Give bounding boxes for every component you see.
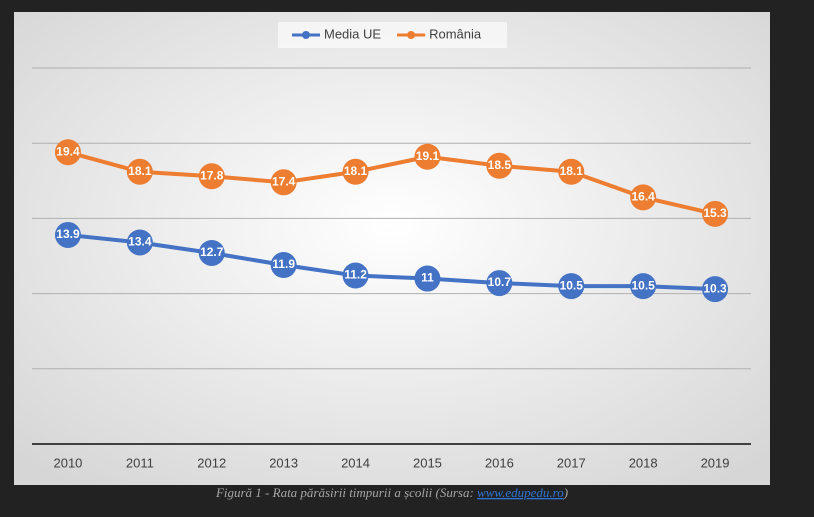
data-label: 10.5	[560, 278, 584, 292]
x-tick-label: 2017	[557, 455, 586, 470]
x-tick-label: 2019	[701, 455, 730, 470]
data-label: 19.4	[56, 144, 80, 158]
x-tick-label: 2015	[413, 455, 442, 470]
data-point	[270, 169, 297, 196]
data-label: 18.1	[128, 164, 152, 178]
data-point	[414, 265, 441, 292]
data-point	[270, 252, 297, 279]
data-label: 11.9	[272, 257, 295, 271]
caption-text: Figură 1 - Rata părăsirii timpurii a șco…	[215, 485, 477, 500]
data-label: 10.3	[703, 281, 727, 295]
data-label: 10.5	[631, 278, 655, 292]
data-label: 10.7	[488, 275, 512, 289]
data-point	[414, 143, 441, 170]
series-line	[67, 232, 716, 292]
data-point	[630, 273, 657, 300]
data-point	[198, 163, 225, 190]
data-label: 16.4	[631, 190, 655, 204]
data-point	[342, 158, 369, 185]
data-label: 19.1	[416, 149, 440, 163]
data-label: 15.3	[703, 206, 727, 220]
data-point	[702, 276, 729, 303]
legend-marker	[407, 31, 416, 39]
data-point	[558, 158, 585, 185]
x-tick-label: 2012	[197, 455, 226, 470]
caption: Figură 1 - Rata părăsirii timpurii a șco…	[215, 485, 568, 500]
x-tick-label: 2011	[126, 455, 154, 470]
legend-label: Media UE	[324, 26, 381, 41]
data-point	[126, 158, 153, 185]
data-point	[54, 221, 81, 248]
legend-label: România	[429, 26, 482, 41]
data-label: 11	[421, 271, 434, 285]
data-label: 13.9	[56, 227, 80, 241]
data-label: 18.1	[344, 164, 368, 178]
caption-link[interactable]: www.edupedu.ro	[477, 485, 564, 500]
x-tick-label: 2010	[53, 455, 82, 470]
data-label: 11.2	[344, 268, 367, 282]
data-point	[126, 229, 153, 256]
data-point	[630, 184, 657, 211]
caption-end: )	[563, 485, 568, 500]
data-point	[486, 270, 513, 297]
data-point	[54, 139, 81, 166]
x-tick-label: 2016	[485, 455, 514, 470]
data-label: 17.8	[200, 168, 224, 182]
data-point	[342, 262, 369, 289]
data-label: 12.7	[200, 245, 224, 259]
x-tick-label: 2013	[269, 455, 298, 470]
data-label: 17.4	[272, 174, 296, 188]
x-tick-label: 2018	[629, 455, 658, 470]
x-tick-label: 2014	[341, 455, 370, 470]
data-point	[198, 239, 225, 266]
legend-marker	[302, 31, 310, 39]
data-point	[558, 273, 585, 300]
data-label: 18.5	[488, 158, 512, 172]
series-line	[67, 150, 716, 216]
data-point	[702, 200, 729, 227]
data-point	[486, 152, 513, 179]
data-label: 18.1	[560, 164, 584, 178]
data-label: 13.4	[128, 235, 152, 249]
